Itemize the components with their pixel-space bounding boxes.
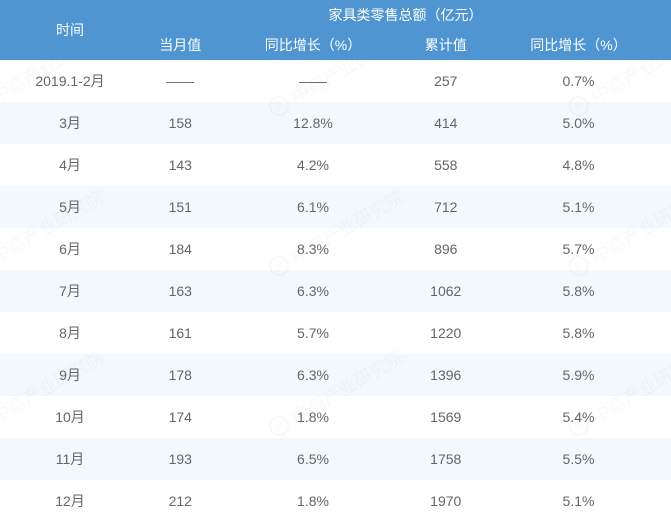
table-body: 2019.1-2月————2570.7%3月15812.8%4145.0%4月1… <box>0 60 671 522</box>
cell-month_val: 161 <box>140 312 221 354</box>
cell-month_val: 174 <box>140 396 221 438</box>
cell-cum_yoy: 5.5% <box>486 438 671 480</box>
cell-month_val: 143 <box>140 144 221 186</box>
cell-month_val: 212 <box>140 480 221 522</box>
cell-time: 5月 <box>0 186 140 228</box>
cell-month_yoy: —— <box>221 60 406 102</box>
header-month-yoy: 同比增长（%） <box>221 30 406 60</box>
cell-cum_yoy: 5.1% <box>486 480 671 522</box>
cell-month_yoy: 6.1% <box>221 186 406 228</box>
cell-month_yoy: 5.7% <box>221 312 406 354</box>
cell-time: 4月 <box>0 144 140 186</box>
cell-cum_yoy: 5.1% <box>486 186 671 228</box>
cell-cum_yoy: 5.7% <box>486 228 671 270</box>
cell-time: 6月 <box>0 228 140 270</box>
cell-time: 2019.1-2月 <box>0 60 140 102</box>
cell-cum_val: 1396 <box>405 354 486 396</box>
table-row: 8月1615.7%12205.8% <box>0 312 671 354</box>
cell-cum_yoy: 5.0% <box>486 102 671 144</box>
data-table: 时间 家具类零售总额（亿元） 当月值 同比增长（%） 累计值 同比增长（%） 2… <box>0 0 671 522</box>
header-cum-yoy: 同比增长（%） <box>486 30 671 60</box>
cell-cum_val: 558 <box>405 144 486 186</box>
cell-month_val: —— <box>140 60 221 102</box>
cell-cum_yoy: 5.9% <box>486 354 671 396</box>
cell-cum_val: 1569 <box>405 396 486 438</box>
cell-month_val: 163 <box>140 270 221 312</box>
table-row: 5月1516.1%7125.1% <box>0 186 671 228</box>
cell-time: 11月 <box>0 438 140 480</box>
table-row: 12月2121.8%19705.1% <box>0 480 671 522</box>
header-month-val: 当月值 <box>140 30 221 60</box>
cell-time: 8月 <box>0 312 140 354</box>
cell-cum_val: 1758 <box>405 438 486 480</box>
cell-month_yoy: 1.8% <box>221 396 406 438</box>
cell-cum_val: 1970 <box>405 480 486 522</box>
table-row: 9月1786.3%13965.9% <box>0 354 671 396</box>
cell-cum_val: 1062 <box>405 270 486 312</box>
header-cum-val: 累计值 <box>405 30 486 60</box>
cell-month_yoy: 6.5% <box>221 438 406 480</box>
cell-time: 3月 <box>0 102 140 144</box>
cell-cum_val: 712 <box>405 186 486 228</box>
cell-cum_val: 414 <box>405 102 486 144</box>
cell-time: 10月 <box>0 396 140 438</box>
header-time: 时间 <box>0 0 140 60</box>
cell-time: 12月 <box>0 480 140 522</box>
header-group: 家具类零售总额（亿元） <box>140 0 671 30</box>
table-row: 6月1848.3%8965.7% <box>0 228 671 270</box>
cell-cum_val: 1220 <box>405 312 486 354</box>
cell-time: 7月 <box>0 270 140 312</box>
cell-cum_yoy: 4.8% <box>486 144 671 186</box>
cell-month_val: 151 <box>140 186 221 228</box>
table-row: 11月1936.5%17585.5% <box>0 438 671 480</box>
table-row: 2019.1-2月————2570.7% <box>0 60 671 102</box>
header-row-1: 时间 家具类零售总额（亿元） <box>0 0 671 30</box>
cell-month_yoy: 6.3% <box>221 354 406 396</box>
cell-month_val: 193 <box>140 438 221 480</box>
cell-month_yoy: 6.3% <box>221 270 406 312</box>
cell-month_yoy: 8.3% <box>221 228 406 270</box>
cell-cum_yoy: 5.4% <box>486 396 671 438</box>
cell-cum_val: 896 <box>405 228 486 270</box>
table-row: 7月1636.3%10625.8% <box>0 270 671 312</box>
cell-cum_yoy: 0.7% <box>486 60 671 102</box>
table-row: 10月1741.8%15695.4% <box>0 396 671 438</box>
cell-month_val: 178 <box>140 354 221 396</box>
cell-month_yoy: 12.8% <box>221 102 406 144</box>
cell-cum_val: 257 <box>405 60 486 102</box>
cell-cum_yoy: 5.8% <box>486 312 671 354</box>
cell-month_val: 184 <box>140 228 221 270</box>
cell-month_yoy: 1.8% <box>221 480 406 522</box>
table-row: 3月15812.8%4145.0% <box>0 102 671 144</box>
cell-month_yoy: 4.2% <box>221 144 406 186</box>
cell-time: 9月 <box>0 354 140 396</box>
table-row: 4月1434.2%5584.8% <box>0 144 671 186</box>
cell-cum_yoy: 5.8% <box>486 270 671 312</box>
cell-month_val: 158 <box>140 102 221 144</box>
